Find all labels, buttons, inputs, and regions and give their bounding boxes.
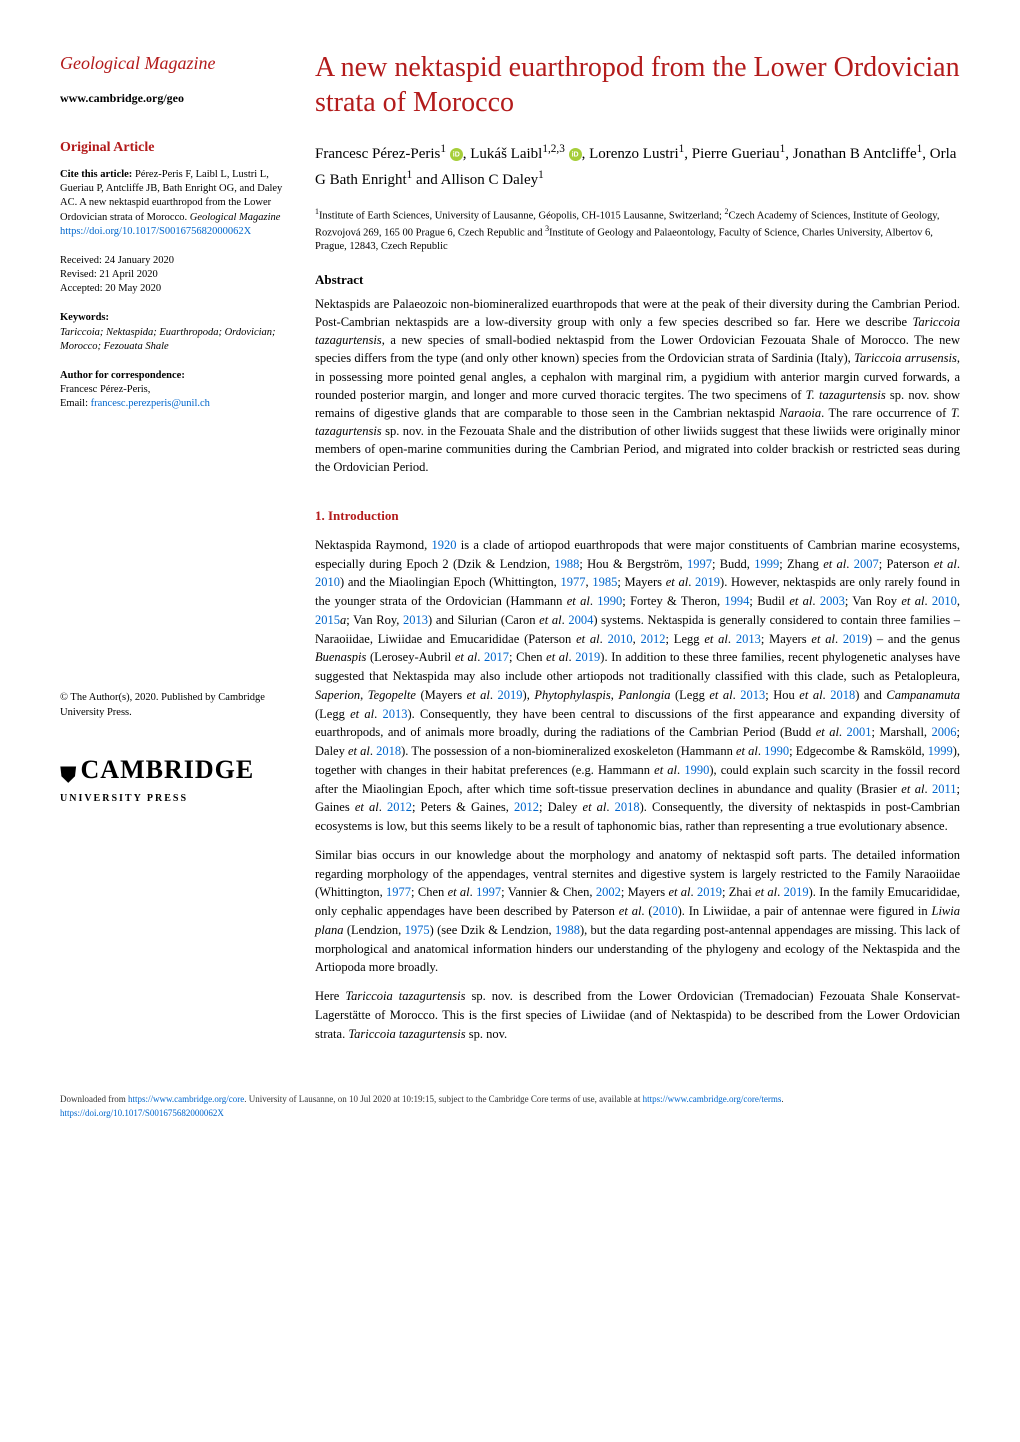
article-type-heading: Original Article	[60, 137, 285, 158]
keywords-block: Keywords: Tariccoia; Nektaspida; Euarthr…	[60, 311, 285, 354]
corr-name: Francesc Pérez-Peris,	[60, 384, 150, 395]
journal-url[interactable]: www.cambridge.org/geo	[60, 89, 285, 107]
cite-label: Cite this article:	[60, 169, 132, 180]
correspondence-block: Author for correspondence: Francesc Pére…	[60, 369, 285, 412]
keywords-text: Tariccoia; Nektaspida; Euarthropoda; Ord…	[60, 327, 276, 352]
page-footer: Downloaded from https://www.cambridge.or…	[60, 1093, 960, 1120]
footer-mid: . University of Lausanne, on 10 Jul 2020…	[244, 1094, 642, 1104]
section-1-heading: 1. Introduction	[315, 506, 960, 526]
publisher-logo: ⛊CAMBRIDGE UNIVERSITY PRESS	[60, 750, 285, 807]
publisher-name: CAMBRIDGE	[81, 755, 255, 784]
footer-doi[interactable]: https://doi.org/10.1017/S001675682000062…	[60, 1108, 224, 1118]
cambridge-shield-icon: ⛊	[60, 758, 77, 791]
abstract-body: Nektaspids are Palaeozoic non-biomineral…	[315, 295, 960, 476]
date-received: Received: 24 January 2020	[60, 254, 285, 268]
publisher-sub: UNIVERSITY PRESS	[60, 791, 285, 806]
cite-doi-link[interactable]: https://doi.org/10.1017/S001675682000062…	[60, 226, 251, 237]
footer-suffix: .	[781, 1094, 783, 1104]
journal-title: Geological Magazine	[60, 50, 285, 77]
main-content: A new nektaspid euarthropod from the Low…	[315, 50, 960, 1053]
authors-list: Francesc Pérez-Peris1 , Lukáš Laibl1,2,3…	[315, 140, 960, 192]
copyright-text: © The Author(s), 2020. Published by Camb…	[60, 691, 285, 719]
section-1-para-1: Nektaspida Raymond, 1920 is a clade of a…	[315, 536, 960, 836]
sidebar: Geological Magazine www.cambridge.org/ge…	[60, 50, 285, 1053]
dates-block: Received: 24 January 2020 Revised: 21 Ap…	[60, 254, 285, 297]
corr-email[interactable]: francesc.perezperis@unil.ch	[91, 398, 210, 409]
orcid-icon	[569, 148, 582, 161]
section-1-para-3: Here Tariccoia tazagurtensis sp. nov. is…	[315, 987, 960, 1043]
corr-label: Author for correspondence:	[60, 369, 285, 383]
corr-email-label: Email:	[60, 398, 91, 409]
section-1-para-2: Similar bias occurs in our knowledge abo…	[315, 846, 960, 977]
abstract-heading: Abstract	[315, 270, 960, 290]
orcid-icon	[450, 148, 463, 161]
footer-link-2[interactable]: https://www.cambridge.org/core/terms	[643, 1094, 782, 1104]
keywords-label: Keywords:	[60, 311, 285, 325]
paper-title: A new nektaspid euarthropod from the Low…	[315, 50, 960, 120]
cite-journal: Geological Magazine	[190, 212, 281, 223]
affiliations: 1Institute of Earth Sciences, University…	[315, 207, 960, 255]
citation-block: Cite this article: Pérez-Peris F, Laibl …	[60, 168, 285, 239]
footer-prefix: Downloaded from	[60, 1094, 128, 1104]
date-revised: Revised: 21 April 2020	[60, 268, 285, 282]
footer-link-1[interactable]: https://www.cambridge.org/core	[128, 1094, 244, 1104]
date-accepted: Accepted: 20 May 2020	[60, 282, 285, 296]
